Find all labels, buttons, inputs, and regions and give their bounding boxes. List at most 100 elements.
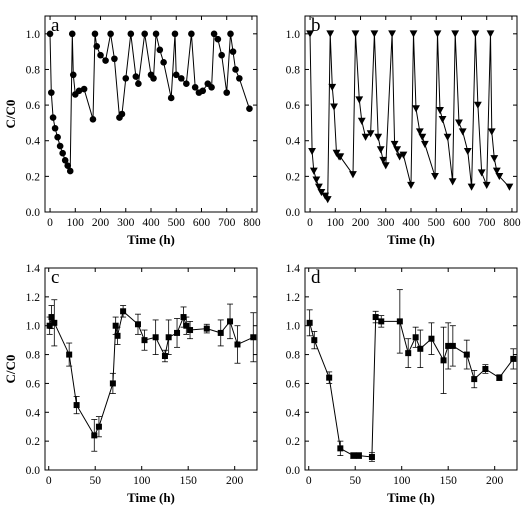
data-point (366, 130, 375, 138)
data-point (51, 319, 58, 326)
data-point (46, 30, 54, 38)
data-point (510, 355, 517, 362)
data-point (132, 73, 140, 80)
y-tick-label: 0.8 (286, 350, 301, 362)
y-tick-label: 1.0 (286, 29, 301, 41)
data-point (495, 172, 504, 181)
data-point (120, 308, 127, 315)
y-tick-label: 0.0 (286, 465, 301, 477)
data-point (351, 30, 360, 38)
data-point (482, 366, 489, 372)
data-point (199, 87, 207, 95)
data-point (428, 335, 435, 342)
data-point (482, 181, 491, 190)
data-point (46, 322, 53, 329)
x-tick-label: 150 (440, 475, 458, 487)
data-point (227, 30, 234, 38)
y-tick-label: 0.8 (26, 350, 41, 362)
x-tick-label: 800 (243, 217, 261, 229)
data-point (309, 167, 318, 175)
data-point (314, 183, 323, 191)
data-point (152, 334, 159, 341)
chart-panel-b: b 0 100 200 300 400 500 600 700 800 0.0 0.2 0.4 0.6 0.… (286, 15, 521, 247)
x-axis-title: Time (h) (127, 232, 175, 247)
data-point (417, 345, 424, 352)
y-tick-label: 0.4 (286, 407, 301, 419)
x-tick-label: 0 (306, 475, 312, 487)
data-point (75, 87, 83, 95)
data-point (326, 30, 335, 38)
y-tick-label: 0.4 (26, 136, 41, 148)
series-line (49, 310, 254, 437)
data-point (412, 334, 419, 341)
y-tick-label: 0.8 (26, 64, 41, 76)
y-axis-title: C/C0 (3, 355, 18, 384)
data-point (156, 46, 164, 54)
data-point (409, 30, 418, 38)
x-tick-label: 600 (193, 217, 211, 229)
data-point (141, 30, 148, 38)
data-point (381, 162, 390, 170)
data-point (379, 156, 388, 165)
x-axis-title: Time (h) (387, 490, 435, 505)
data-point (431, 172, 439, 181)
data-point (93, 42, 101, 50)
y-axis-title: C/C0 (3, 100, 18, 129)
x-tick-label: 0 (47, 217, 53, 229)
data-point (490, 155, 499, 163)
x-tick-label: 100 (67, 217, 85, 229)
data-point (323, 196, 332, 204)
data-point (326, 374, 333, 381)
data-point (393, 146, 402, 154)
chart-panel-d: d 0 50 100 150 200 0.0 0.2 0.4 0.6 0.8 1.0 1.2 1.4 Tim… (286, 263, 518, 505)
data-point (51, 124, 59, 132)
x-tick-label: 200 (226, 475, 244, 487)
y-tick-label: 0.4 (286, 136, 301, 148)
data-point (505, 183, 514, 191)
data-point (180, 314, 187, 321)
data-point (372, 314, 379, 321)
data-point (91, 432, 98, 439)
panel-letter: c (51, 267, 59, 288)
data-point (250, 334, 257, 341)
data-point (350, 452, 357, 459)
data-point (89, 116, 97, 123)
x-tick-label: 300 (117, 217, 135, 229)
data-point (59, 149, 66, 157)
y-tick-label: 0.6 (26, 378, 41, 390)
y-tick-label: 0.6 (286, 100, 301, 112)
data-point (440, 357, 447, 364)
data-point (134, 321, 141, 328)
panel-letter: a (51, 15, 60, 36)
data-point (232, 66, 239, 73)
data-point (405, 350, 412, 357)
data-point (492, 167, 501, 175)
data-point (64, 162, 72, 169)
data-point (355, 452, 362, 459)
data-point (187, 327, 194, 334)
x-tick-label: 800 (503, 217, 521, 229)
y-tick-label: 0.8 (286, 64, 301, 76)
data-point (114, 332, 121, 339)
x-axis-title: Time (h) (127, 490, 175, 505)
data-point (415, 128, 424, 136)
data-point (471, 376, 478, 383)
data-point (361, 133, 370, 141)
data-point (102, 57, 109, 64)
data-point (330, 103, 338, 111)
y-tick-label: 0.6 (26, 100, 41, 112)
data-point (48, 314, 55, 321)
data-point (445, 342, 452, 349)
data-point (188, 30, 195, 38)
data-point (223, 89, 231, 96)
y-tick-label: 0.2 (26, 171, 41, 183)
data-point (191, 83, 199, 91)
y-tick-label: 0.4 (26, 407, 41, 419)
x-tick-label: 400 (402, 217, 420, 229)
data-point (458, 128, 467, 136)
data-point (336, 153, 345, 161)
data-point (122, 75, 130, 82)
data-point (455, 119, 463, 127)
data-point (420, 140, 429, 149)
x-tick-label: 600 (453, 217, 471, 229)
